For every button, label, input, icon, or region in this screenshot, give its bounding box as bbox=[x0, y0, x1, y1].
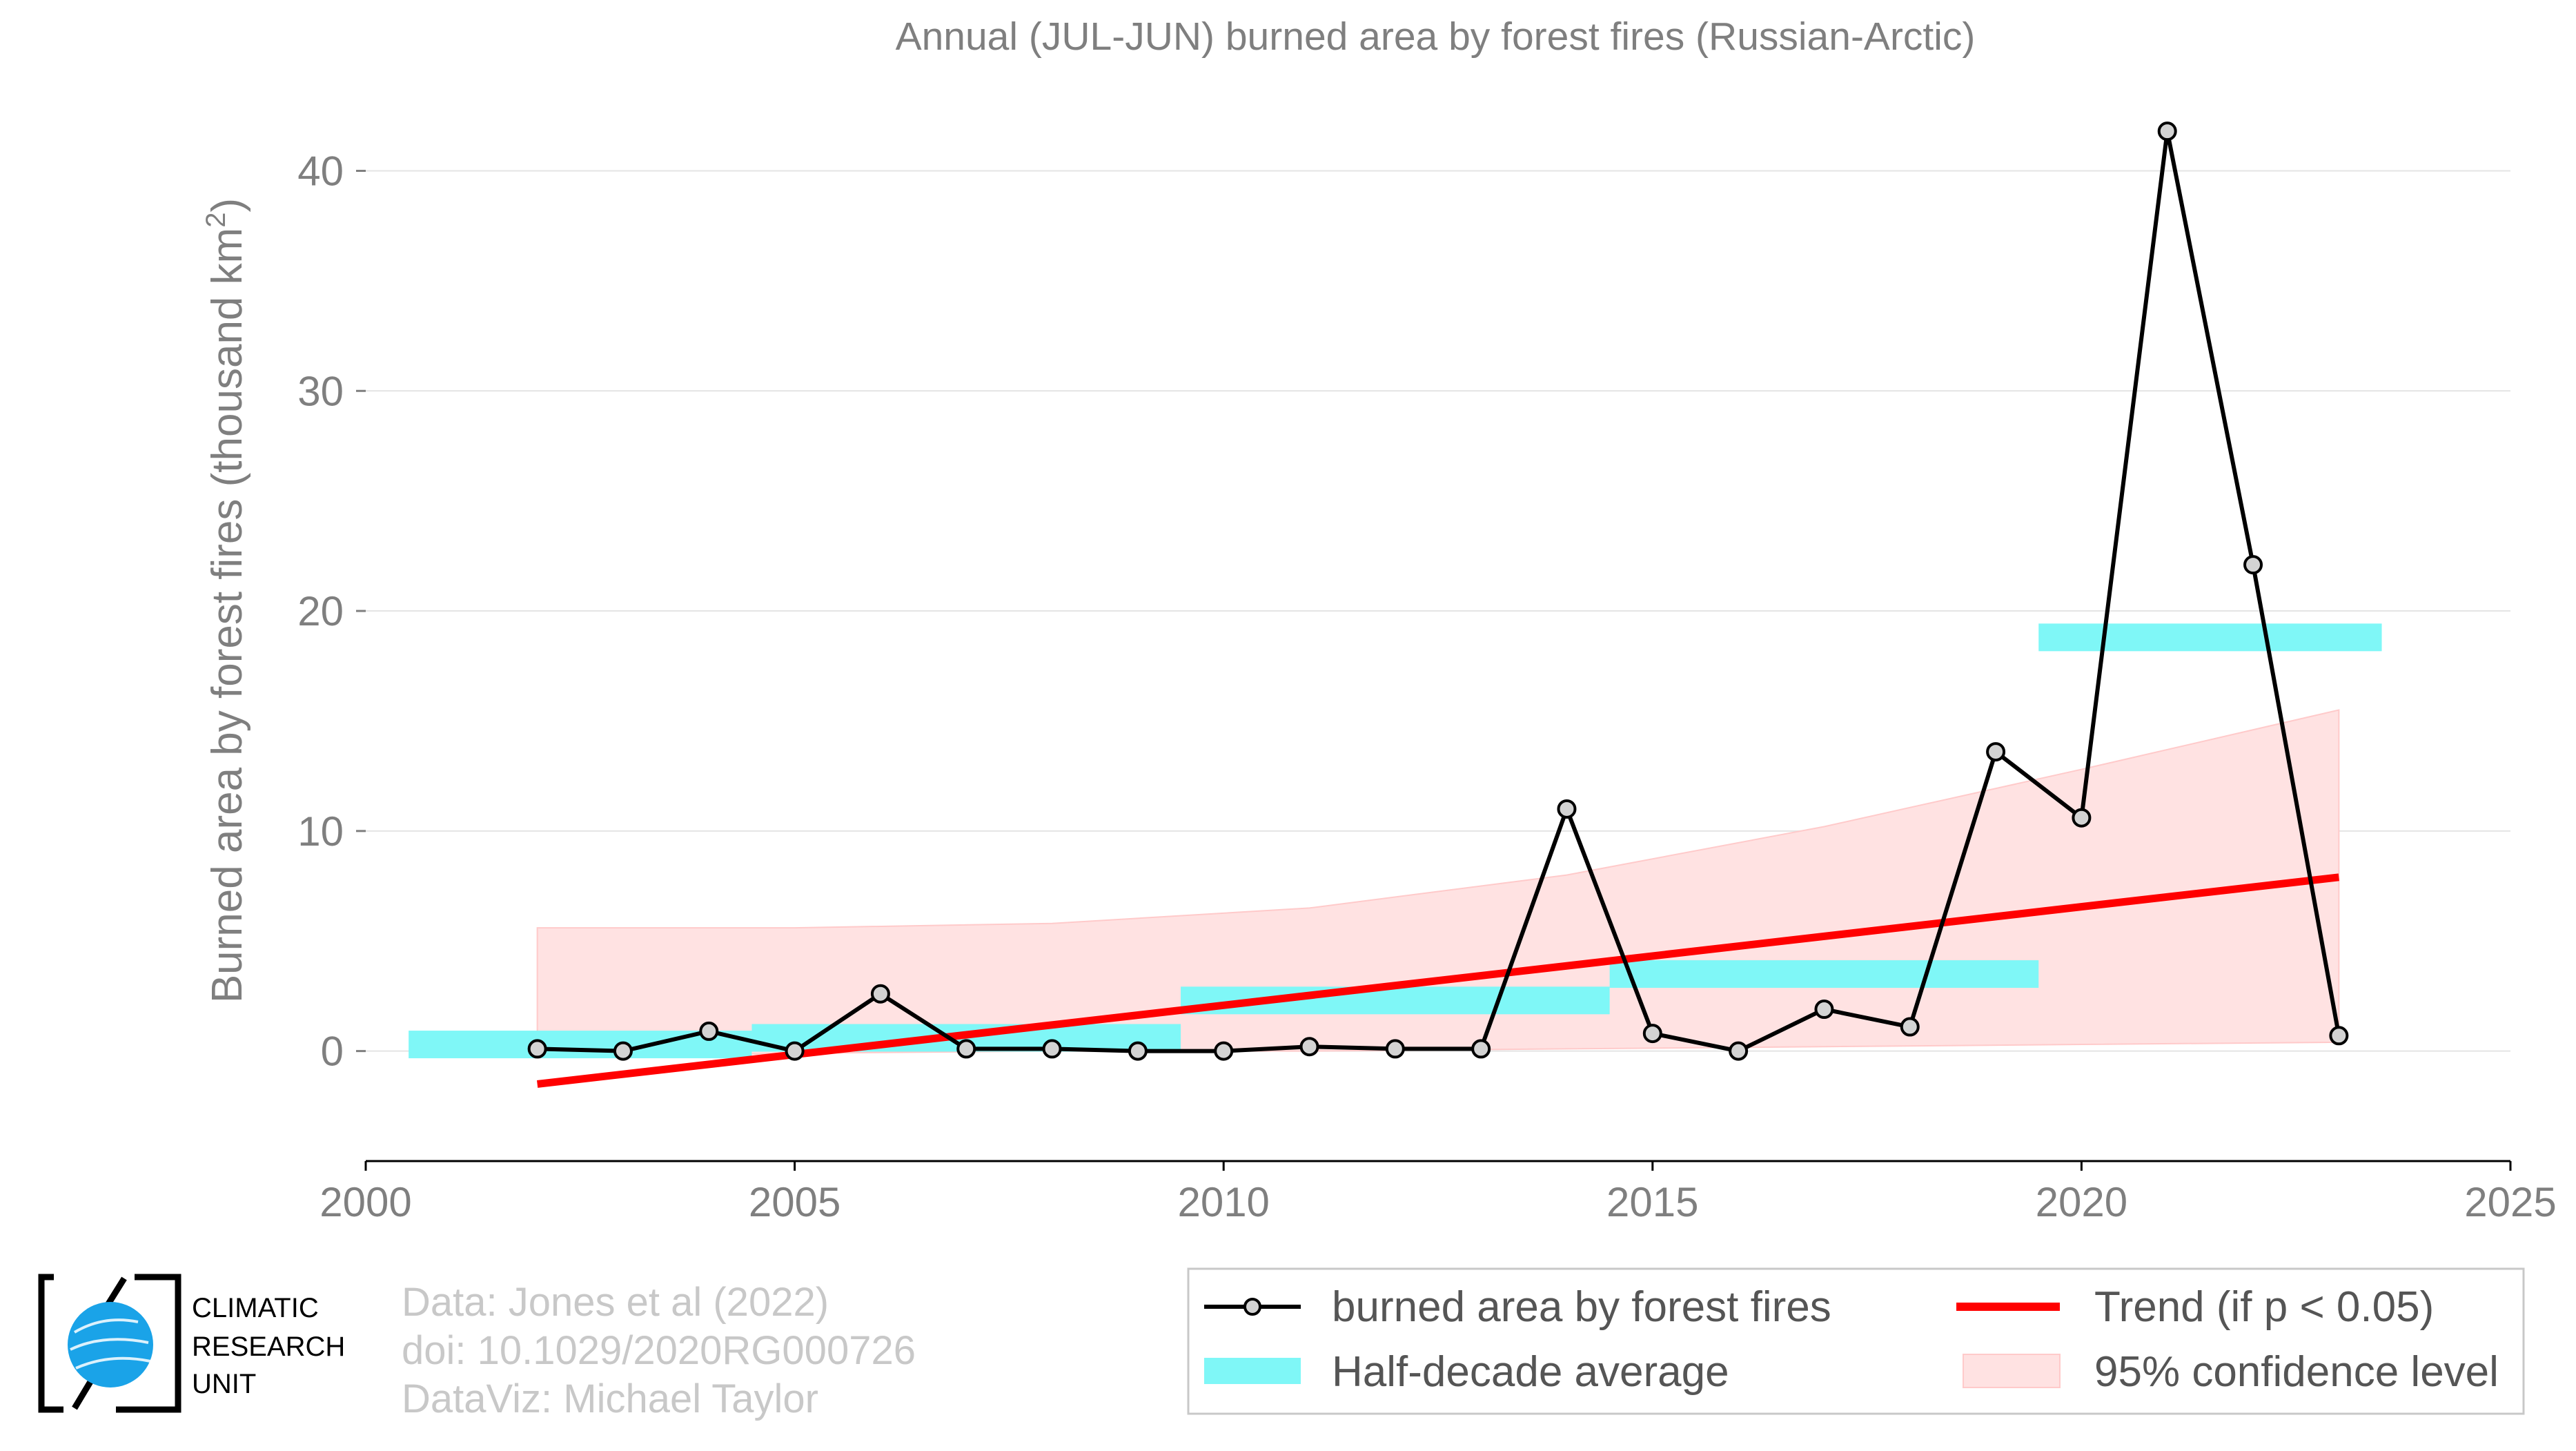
logo-bracket-right bbox=[116, 1274, 181, 1413]
data-point-2012 bbox=[1385, 1039, 1405, 1059]
half-decade-bar-3 bbox=[1609, 960, 2039, 989]
data-point-2014 bbox=[1557, 799, 1577, 819]
y-axis-label: Burned area by forest fires (thousand km… bbox=[201, 198, 251, 1003]
x-tick-label-2010: 2010 bbox=[1177, 1179, 1269, 1225]
y-axis-label-close: ) bbox=[204, 198, 251, 213]
x-tick-label-2015: 2015 bbox=[1606, 1179, 1698, 1225]
trend-line-path bbox=[537, 873, 2339, 1088]
y-tick-labels: 0 10 20 30 40 bbox=[297, 148, 344, 1075]
data-point-2018 bbox=[1900, 1017, 1920, 1037]
legend-box bbox=[1187, 1267, 2525, 1415]
logo-text-line2: RESEARCH bbox=[192, 1332, 345, 1362]
data-point-2011 bbox=[1299, 1037, 1319, 1057]
legend-swatch-confidence bbox=[1963, 1354, 2061, 1388]
data-point-2009 bbox=[1128, 1041, 1148, 1061]
data-point-2007 bbox=[956, 1039, 976, 1059]
x-tick-label-2020: 2020 bbox=[2036, 1179, 2127, 1225]
logo-text-line1: CLIMATIC bbox=[192, 1293, 319, 1323]
y-tick-label-10: 10 bbox=[297, 808, 344, 855]
y-axis-label-text: Burned area by forest fires (thousand km bbox=[204, 228, 251, 1003]
legend-swatch-half-decade bbox=[1204, 1358, 1301, 1384]
chart-title: Annual (JUL-JUN) burned area by forest f… bbox=[896, 14, 1976, 59]
data-point-2010 bbox=[1214, 1041, 1234, 1061]
data-point-2004 bbox=[699, 1021, 719, 1041]
data-point-2022 bbox=[2243, 555, 2263, 575]
legend-label-trend: Trend (if p < 0.05) bbox=[2094, 1283, 2434, 1331]
data-point-2023 bbox=[2329, 1026, 2349, 1046]
cru-logo: CLIMATIC RESEARCH UNIT bbox=[38, 1274, 345, 1413]
logo-bracket-left bbox=[38, 1274, 63, 1413]
data-point-2021 bbox=[2157, 121, 2177, 142]
y-tick-label-30: 30 bbox=[297, 368, 344, 414]
globe-swirl bbox=[70, 1318, 151, 1370]
legend-label-half-decade: Half-decade average bbox=[1332, 1348, 1729, 1396]
y-tick-label-20: 20 bbox=[297, 588, 344, 634]
axes bbox=[356, 170, 2512, 1171]
x-tick-label-2000: 2000 bbox=[319, 1179, 411, 1225]
trend-line bbox=[537, 873, 2339, 1088]
y-tick-label-0: 0 bbox=[321, 1029, 344, 1075]
legend: burned area by forest fires Trend (if p … bbox=[1187, 1267, 2525, 1415]
burned-area-line bbox=[537, 129, 2341, 1053]
data-point-2005 bbox=[785, 1041, 805, 1061]
data-point-2008 bbox=[1042, 1039, 1062, 1059]
half-decade-bar-4 bbox=[2038, 623, 2382, 652]
x-tick-label-2005: 2005 bbox=[749, 1179, 840, 1225]
data-point-2013 bbox=[1471, 1039, 1491, 1059]
data-point-2016 bbox=[1729, 1041, 1749, 1061]
y-tick-label-40: 40 bbox=[297, 148, 344, 195]
data-point-2002 bbox=[527, 1039, 547, 1059]
data-point-2006 bbox=[870, 984, 890, 1004]
credit-line2: doi: 10.1029/2020RG000726 bbox=[402, 1328, 916, 1373]
data-point-2020 bbox=[2072, 808, 2092, 828]
credit-line3: DataViz: Michael Taylor bbox=[402, 1376, 818, 1421]
legend-label-confidence: 95% confidence level bbox=[2094, 1348, 2499, 1396]
x-tick-labels: 2000 2005 2010 2015 2020 2025 bbox=[319, 1179, 2556, 1225]
y-axis-label-superscript: 2 bbox=[201, 212, 231, 227]
legend-marker-burned-area bbox=[1243, 1298, 1261, 1316]
logo-text-line3: UNIT bbox=[192, 1369, 256, 1399]
x-tick-label-2025: 2025 bbox=[2464, 1179, 2556, 1225]
globe-icon bbox=[68, 1302, 153, 1387]
credit-line1: Data: Jones et al (2022) bbox=[402, 1280, 829, 1325]
burned-area-series bbox=[527, 121, 2349, 1061]
legend-label-burned-area: burned area by forest fires bbox=[1332, 1283, 1831, 1331]
data-point-2019 bbox=[1986, 742, 2006, 762]
data-point-2003 bbox=[613, 1041, 633, 1061]
data-point-2015 bbox=[1642, 1024, 1662, 1044]
data-point-2017 bbox=[1814, 1000, 1834, 1020]
